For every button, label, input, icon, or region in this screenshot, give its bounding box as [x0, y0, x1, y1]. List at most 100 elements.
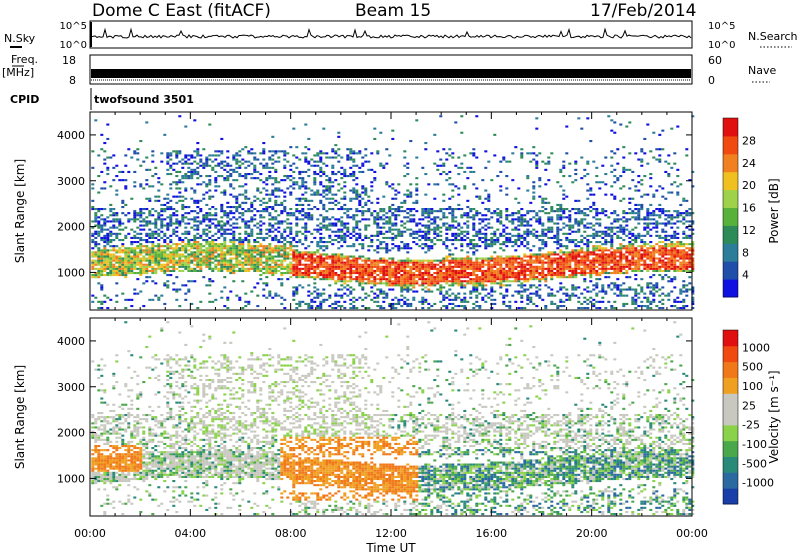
heatmap-cell	[226, 162, 230, 165]
heatmap-cell	[238, 241, 242, 244]
heatmap-cell	[229, 265, 233, 268]
heatmap-cell	[424, 226, 428, 229]
heatmap-cell	[559, 249, 563, 252]
heatmap-cell	[322, 173, 326, 176]
heatmap-cell	[412, 284, 416, 287]
heatmap-cell	[154, 220, 158, 223]
heatmap-cell	[415, 177, 419, 180]
heatmap-cell	[256, 189, 260, 192]
heatmap-cell	[226, 150, 230, 153]
heatmap-cell	[343, 276, 347, 279]
heatmap-cell	[346, 222, 350, 225]
heatmap-cell	[205, 183, 209, 186]
heatmap-cell	[286, 160, 290, 163]
heatmap-cell	[361, 286, 365, 289]
heatmap-cell	[391, 214, 395, 217]
heatmap-cell	[109, 234, 113, 237]
heatmap-cell	[256, 170, 260, 173]
heatmap-cell	[202, 232, 206, 235]
heatmap-cell	[382, 226, 386, 229]
heatmap-cell	[304, 199, 308, 202]
heatmap-cell	[325, 179, 329, 182]
heatmap-cell	[547, 236, 551, 239]
heatmap-cell	[541, 278, 545, 281]
heatmap-cell	[454, 296, 458, 299]
heatmap-cell	[424, 280, 428, 283]
heatmap-cell	[409, 228, 413, 231]
heatmap-cell	[382, 307, 386, 310]
heatmap-cell	[412, 278, 416, 281]
heatmap-cell	[505, 290, 509, 293]
heatmap-cell	[178, 181, 182, 184]
heatmap-cell	[340, 216, 344, 219]
heatmap-cell	[538, 284, 542, 287]
heatmap-cell	[175, 156, 179, 159]
heatmap-cell	[337, 300, 341, 303]
heatmap-cell	[475, 245, 479, 248]
heatmap-cell	[280, 234, 284, 237]
heatmap-cell	[520, 148, 524, 151]
heatmap-cell	[463, 261, 467, 264]
heatmap-cell	[169, 253, 173, 256]
heatmap-cell	[121, 228, 125, 231]
heatmap-cell	[127, 170, 131, 173]
heatmap-cell	[583, 265, 587, 268]
heatmap-cell	[307, 187, 311, 190]
heatmap-cell	[466, 236, 470, 239]
heatmap-cell	[343, 269, 347, 272]
heatmap-cell	[562, 257, 566, 260]
heatmap-cell	[283, 195, 287, 198]
heatmap-cell	[271, 166, 275, 169]
heatmap-cell	[184, 189, 188, 192]
heatmap-cell	[160, 218, 164, 221]
heatmap-cell	[403, 216, 407, 219]
heatmap-cell	[523, 280, 527, 283]
heatmap-cell	[298, 170, 302, 173]
heatmap-cell	[205, 251, 209, 254]
heatmap-cell	[181, 220, 185, 223]
heatmap-cell	[340, 274, 344, 277]
heatmap-cell	[280, 241, 284, 244]
heatmap-cell	[100, 261, 104, 264]
heatmap-cell	[457, 274, 461, 277]
heatmap-cell	[556, 259, 560, 262]
heatmap-cell	[520, 241, 524, 244]
heatmap-cell	[163, 282, 167, 285]
heatmap-cell	[400, 210, 404, 213]
heatmap-cell	[325, 164, 329, 167]
heatmap-cell	[382, 292, 386, 295]
heatmap-cell	[295, 230, 299, 233]
heatmap-cell	[445, 236, 449, 239]
heatmap-cell	[118, 239, 122, 242]
heatmap-cell	[334, 230, 338, 233]
heatmap-cell	[181, 206, 185, 209]
heatmap-cell	[589, 290, 593, 293]
heatmap-cell	[475, 210, 479, 213]
heatmap-cell	[130, 156, 134, 159]
heatmap-cell	[208, 257, 212, 260]
heatmap-cell	[217, 267, 221, 270]
heatmap-cell	[346, 288, 350, 291]
heatmap-cell	[151, 261, 155, 264]
heatmap-cell	[385, 249, 389, 252]
heatmap-cell	[193, 160, 197, 163]
heatmap-cell	[172, 261, 176, 264]
heatmap-cell	[208, 292, 212, 295]
heatmap-cell	[415, 243, 419, 246]
heatmap-cell	[388, 282, 392, 285]
heatmap-cell	[532, 292, 536, 295]
heatmap-cell	[277, 294, 281, 297]
heatmap-cell	[298, 272, 302, 275]
heatmap-cell	[352, 255, 356, 258]
heatmap-cell	[259, 269, 263, 272]
heatmap-cell	[97, 259, 101, 262]
heatmap-cell	[496, 218, 500, 221]
heatmap-cell	[208, 214, 212, 217]
heatmap-cell	[190, 177, 194, 180]
heatmap-cell	[154, 232, 158, 235]
heatmap-cell	[259, 245, 263, 248]
heatmap-cell	[97, 224, 101, 227]
heatmap-cell	[133, 261, 137, 264]
heatmap-cell	[214, 154, 218, 157]
heatmap-cell	[238, 269, 242, 272]
